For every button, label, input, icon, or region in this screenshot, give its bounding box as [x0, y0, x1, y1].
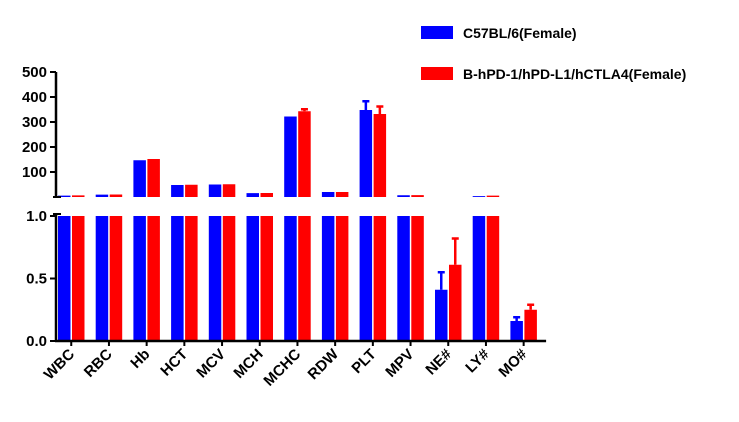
- y-tick-label-upper-500: 500: [22, 64, 47, 81]
- bar-plt-s1-upper: [373, 114, 387, 197]
- bar-mpv-s1-lower: [411, 216, 424, 341]
- bar-rbc-s0-lower: [95, 216, 109, 341]
- bar-hb-s0-lower: [133, 216, 146, 341]
- x-tick-label-wbc: WBC: [41, 346, 78, 383]
- bar-rdw-s1-lower: [335, 216, 349, 341]
- bar-ly-count-s1-upper: [486, 195, 500, 197]
- bar-hb-s1-lower: [147, 216, 160, 341]
- legend-swatch-bhpd1: [421, 67, 453, 80]
- x-tick-label-hct: HCT: [157, 346, 191, 380]
- bar-mpv-s0-upper: [397, 195, 410, 197]
- x-tick-label-mcv: MCV: [193, 346, 229, 382]
- bar-mchc-s0-upper: [284, 116, 297, 197]
- bar-rdw-s0-lower: [321, 216, 335, 341]
- x-tick-label-rbc: RBC: [81, 346, 116, 381]
- x-tick-label-mo-count: MO#: [495, 345, 530, 380]
- bar-mchc-s0-lower: [284, 216, 297, 341]
- bar-rbc-s1-upper: [109, 194, 123, 197]
- y-tick-label-lower-1.0: 1.0: [26, 208, 47, 225]
- bar-mchc-s1-upper: [298, 111, 311, 197]
- bar-rbc-s1-lower: [109, 216, 123, 341]
- legend-swatch-c57bl6: [421, 26, 453, 39]
- bar-mo-count-s0-lower: [510, 321, 523, 341]
- x-tick-label-ly-count: LY#: [462, 345, 493, 376]
- y-tick-label-lower-0.0: 0.0: [26, 333, 47, 350]
- bar-mpv-s1-upper: [411, 195, 424, 197]
- bar-rdw-s1-upper: [335, 192, 349, 197]
- bar-wbc-s0-upper: [58, 195, 71, 197]
- x-tick-label-mchc: MCHC: [260, 346, 304, 390]
- bar-mcv-s0-upper: [208, 184, 222, 197]
- bar-wbc-s1-lower: [72, 216, 85, 341]
- bar-ly-count-s1-lower: [486, 216, 500, 341]
- bar-hct-s1-lower: [185, 216, 198, 341]
- y-tick-label-upper-200: 200: [22, 139, 47, 156]
- error-bars: [300, 100, 535, 321]
- bar-mcv-s1-upper: [222, 184, 236, 197]
- legend-label-bhpd1: B-hPD-1/hPD-L1/hCTLA4(Female): [463, 66, 686, 82]
- bar-wbc-s0-lower: [58, 216, 71, 341]
- bar-hct-s0-upper: [171, 185, 184, 197]
- bar-hct-s1-upper: [185, 184, 198, 197]
- x-tick-label-rdw: RDW: [305, 345, 343, 383]
- bar-rbc-s0-upper: [95, 194, 109, 197]
- y-tick-label-lower-0.5: 0.5: [26, 271, 47, 288]
- y-tick-label-upper-300: 300: [22, 114, 47, 131]
- bar-mpv-s0-lower: [397, 216, 410, 341]
- legend-label-c57bl6: C57BL/6(Female): [463, 25, 577, 41]
- legend: C57BL/6(Female) B-hPD-1/hPD-L1/hCTLA4(Fe…: [421, 25, 686, 82]
- bar-ne-count-s0-lower: [435, 289, 448, 341]
- bar-hct-s0-lower: [171, 216, 184, 341]
- y-tick-label-upper-100: 100: [22, 164, 47, 181]
- bar-mo-count-s1-lower: [524, 309, 537, 341]
- x-tick-label-hb: Hb: [127, 346, 153, 372]
- x-tick-label-mpv: MPV: [382, 346, 417, 381]
- bar-rdw-s0-upper: [321, 192, 335, 197]
- x-tick-label-ne-count: NE#: [422, 345, 455, 378]
- bar-mch-s1-lower: [260, 216, 273, 341]
- y-tick-label-upper-400: 400: [22, 89, 47, 106]
- bar-hb-s1-upper: [147, 159, 160, 197]
- bar-hb-s0-upper: [133, 160, 146, 197]
- bar-plt-s0-upper: [359, 110, 373, 197]
- x-tick-label-plt: PLT: [348, 346, 379, 377]
- bar-ly-count-s0-lower: [472, 216, 486, 341]
- bar-ne-count-s1-lower: [449, 264, 462, 341]
- bar-mcv-s1-lower: [222, 216, 236, 341]
- bar-mchc-s1-lower: [298, 216, 311, 341]
- axes: 100 200 300 400 500 0.0 0.5 1.0: [22, 64, 547, 350]
- bar-plt-s0-lower: [359, 216, 373, 341]
- bar-mcv-s0-lower: [208, 216, 222, 341]
- bar-mch-s0-lower: [246, 216, 259, 341]
- bar-wbc-s1-upper: [72, 195, 85, 197]
- bar-plt-s1-lower: [373, 216, 387, 341]
- bars: [58, 110, 537, 341]
- bar-ly-count-s0-upper: [472, 196, 486, 197]
- bar-mch-s1-upper: [260, 193, 273, 197]
- bar-mch-s0-upper: [246, 193, 259, 197]
